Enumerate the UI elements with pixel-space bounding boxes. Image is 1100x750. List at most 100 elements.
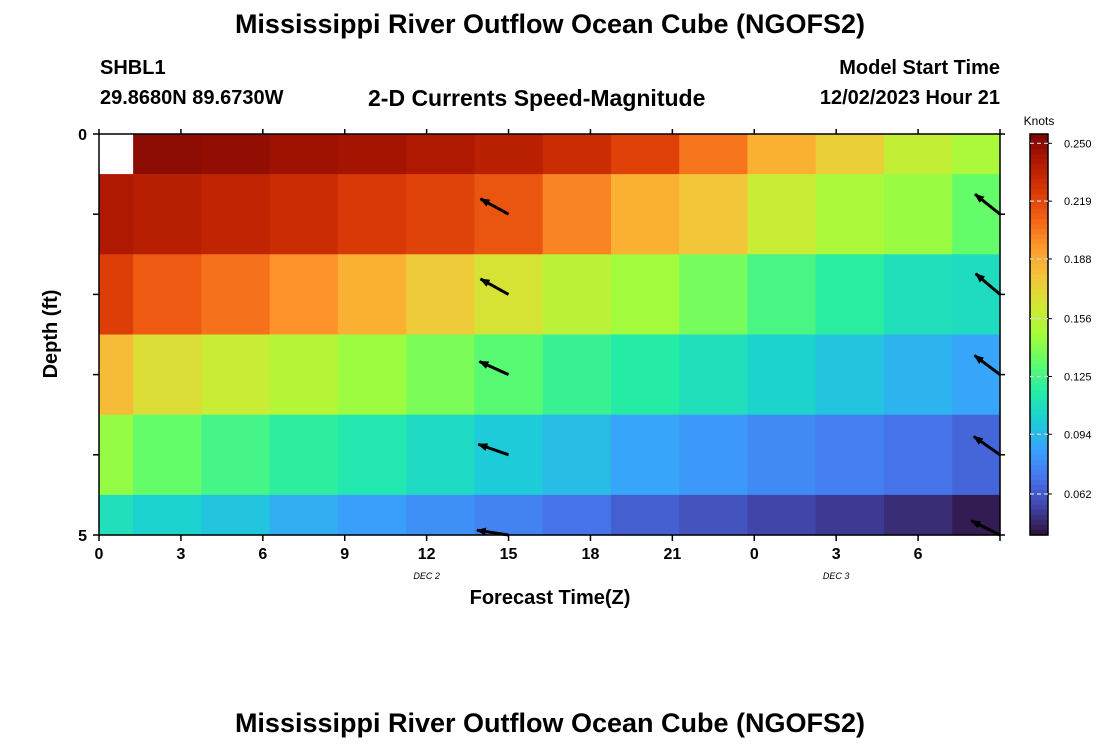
colorbar: Knots 0.250 0.219 0.188 0.156 0.125 0.094 0.062 (1024, 114, 1092, 536)
heatmap-cell (406, 174, 476, 255)
colorbar-segment (1030, 429, 1048, 436)
colorbar-segment (1030, 204, 1048, 210)
heatmap-cell (337, 414, 407, 496)
heatmap-cell (679, 134, 749, 175)
heatmap-cell (337, 494, 407, 536)
colorbar-segment (1030, 344, 1048, 351)
colorbar-segment (1030, 334, 1048, 341)
current-vectors (475, 193, 1001, 537)
model-start-label: Model Start Time (839, 57, 1000, 79)
heatmap-cell (201, 254, 271, 336)
heatmap-cell (952, 134, 1001, 175)
colorbar-segment (1030, 284, 1048, 290)
colorbar-segment (1030, 294, 1048, 301)
colorbar-segment (1030, 189, 1048, 195)
colorbar-segment (1030, 474, 1048, 481)
colorbar-segment (1030, 394, 1048, 401)
colorbar-segment (1030, 439, 1048, 446)
colorbar-segment (1030, 369, 1048, 376)
current-vector-arrow (974, 272, 1001, 296)
colorbar-tick-label: 0.188 (1064, 254, 1092, 266)
heatmap-cell (883, 134, 953, 175)
heatmap-cell (474, 174, 544, 255)
colorbar-segment (1030, 319, 1048, 326)
heatmap-cell (269, 334, 339, 416)
heatmap-cell (679, 254, 749, 336)
colorbar-segment (1030, 219, 1048, 225)
current-vector-arrow (970, 519, 1001, 537)
colorbar-segment (1030, 249, 1048, 255)
colorbar-segment (1030, 254, 1048, 260)
colorbar-segment (1030, 279, 1048, 285)
colorbar-tick-label: 0.094 (1064, 429, 1092, 441)
heatmap-cell (133, 254, 202, 336)
heatmap-cell (679, 334, 749, 416)
heatmap-cell (201, 174, 271, 255)
colorbar-segment (1030, 259, 1048, 265)
colorbar-segment (1030, 424, 1048, 431)
colorbar-segment (1030, 209, 1048, 215)
colorbar-segment (1030, 234, 1048, 240)
heatmap-cell (815, 134, 885, 175)
heatmap-cell (133, 134, 202, 175)
chart-title: Mississippi River Outflow Ocean Cube (NG… (234, 9, 866, 39)
colorbar-segment (1030, 224, 1048, 230)
colorbar-segment (1030, 419, 1048, 426)
heatmap-cell (406, 494, 476, 536)
colorbar-segment (1030, 199, 1048, 205)
colorbar-segment (1030, 184, 1048, 190)
station-coordinates: 29.8680N 89.6730W (100, 87, 284, 109)
heatmap-cell (133, 334, 202, 416)
heatmap-cell (201, 414, 271, 496)
colorbar-segment (1030, 299, 1048, 306)
heatmap-cell (610, 334, 680, 416)
current-vector-arrow (973, 354, 1001, 376)
x-tick-label: 3 (832, 546, 841, 563)
colorbar-segment (1030, 229, 1048, 235)
colorbar-segment (1030, 504, 1048, 511)
colorbar-segment (1030, 399, 1048, 406)
heatmap-cell (815, 334, 885, 416)
heatmap-cell (337, 134, 407, 175)
colorbar-segment (1030, 389, 1048, 396)
colorbar-segment (1030, 469, 1048, 476)
heatmap-cell (952, 414, 1001, 496)
colorbar-segment (1030, 449, 1048, 456)
heatmap-cell (337, 334, 407, 416)
heatmap-cell (99, 414, 134, 496)
heatmap-cell (406, 414, 476, 496)
colorbar-segment (1030, 494, 1048, 501)
colorbar-segment (1030, 179, 1048, 185)
heatmap-cell (679, 414, 749, 496)
heatmap-cell (133, 414, 202, 496)
colorbar-unit-label: Knots (1024, 114, 1055, 128)
heatmap-cell (747, 494, 817, 536)
colorbar-segment (1030, 264, 1048, 270)
colorbar-segment (1030, 314, 1048, 321)
heatmap-cell (201, 134, 271, 175)
heatmap-cell (952, 334, 1001, 416)
colorbar-segment (1030, 174, 1048, 180)
x-tick-label: 6 (258, 546, 267, 563)
x-tick-label: 21 (663, 546, 681, 563)
heatmap-cell (883, 414, 953, 496)
heatmap-cell (883, 254, 953, 336)
heatmap-cells (99, 134, 1001, 536)
heatmap-cell (815, 494, 885, 536)
colorbar-tick-label: 0.250 (1064, 138, 1092, 150)
heatmap-cell (133, 494, 202, 536)
plot-subtitle: 2-D Currents Speed-Magnitude (368, 85, 706, 111)
heatmap-cell (406, 134, 476, 175)
heatmap-cell (952, 254, 1001, 336)
current-vector-arrow (477, 442, 510, 457)
colorbar-segment (1030, 464, 1048, 471)
x-tick-label: 0 (95, 546, 104, 563)
heatmap-cell (474, 494, 544, 536)
x-tick-label: 9 (340, 546, 349, 563)
colorbar-segment (1030, 479, 1048, 486)
heatmap-cell (406, 254, 476, 336)
colorbar-segment (1030, 154, 1048, 160)
colorbar-segment (1030, 214, 1048, 220)
heatmap-cell (542, 134, 612, 175)
colorbar-segment (1030, 139, 1048, 145)
